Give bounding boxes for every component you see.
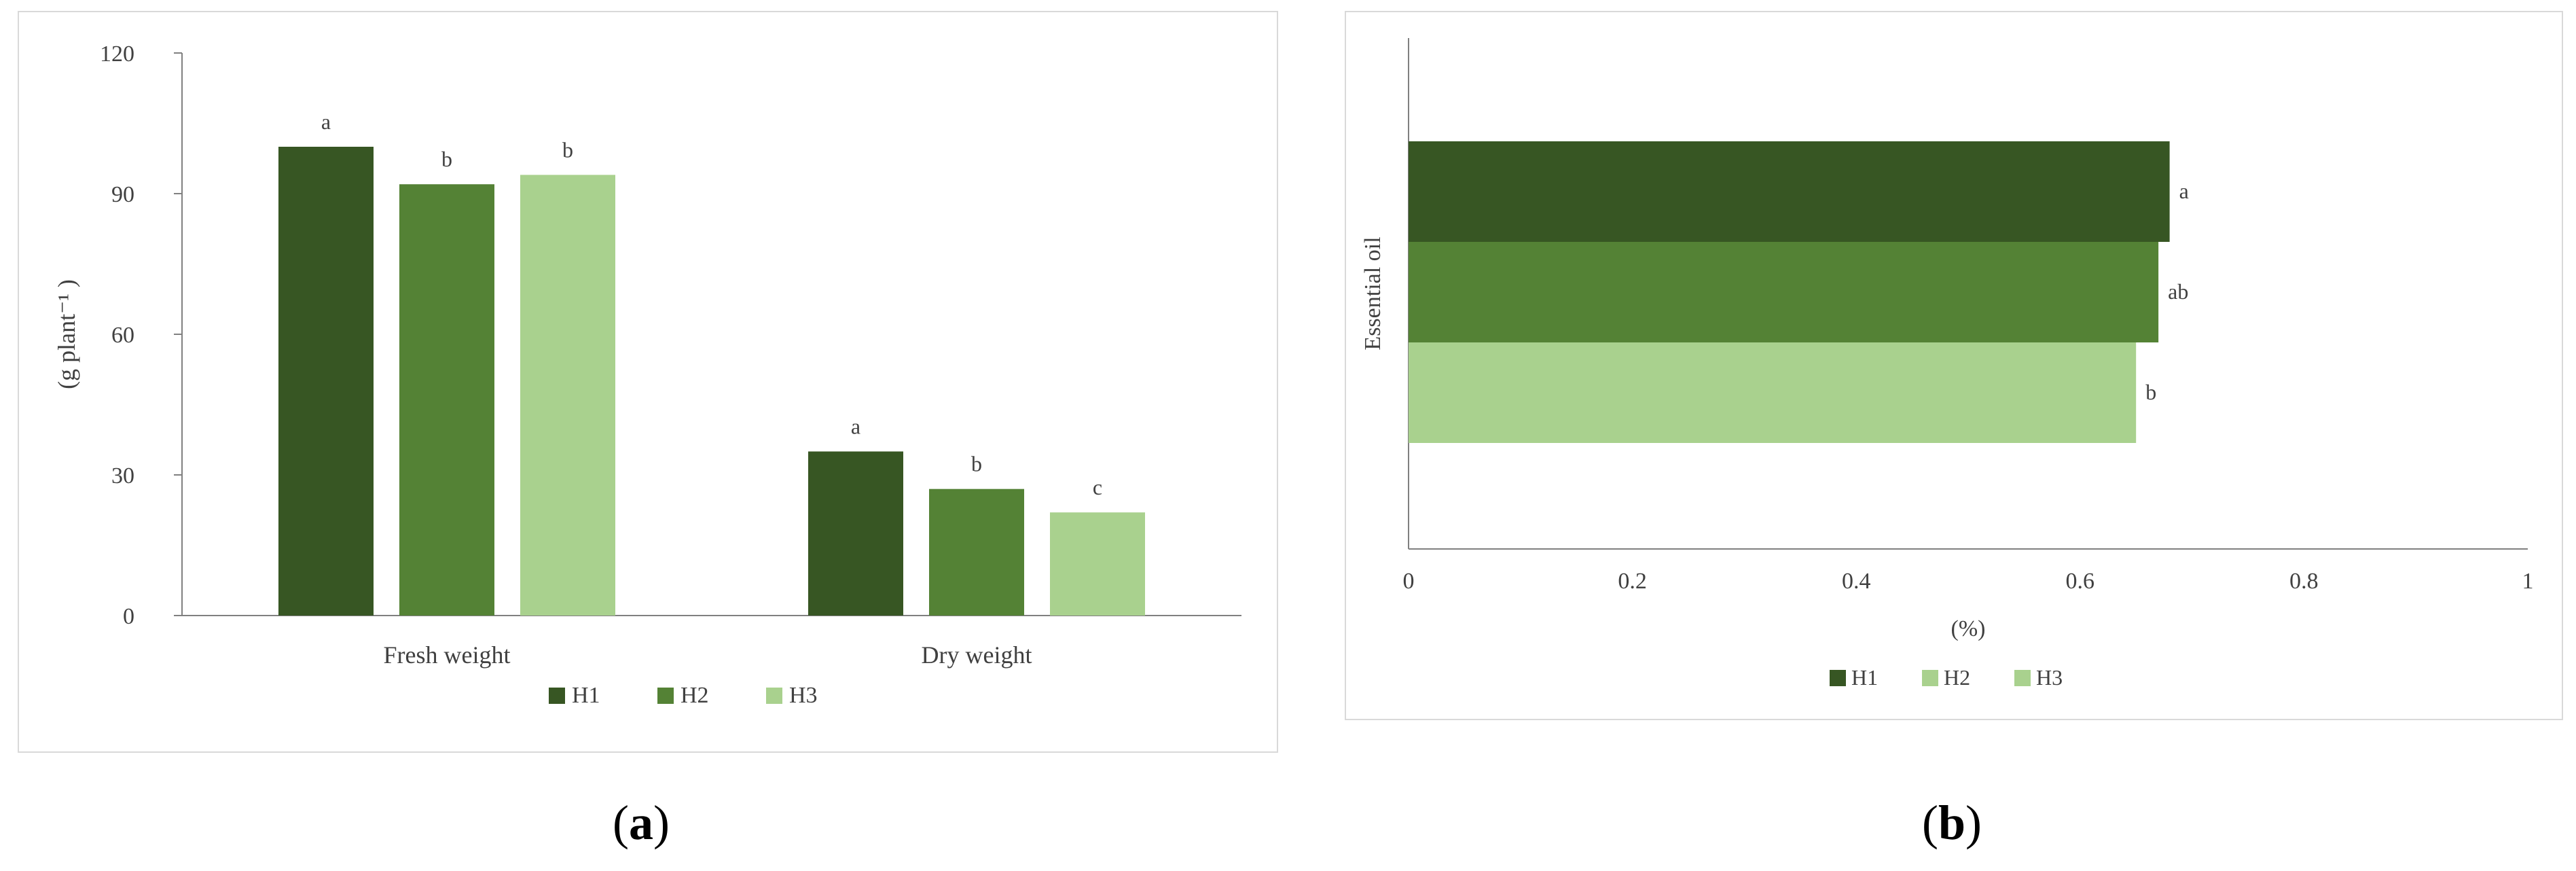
y-tick-label: 90 <box>111 182 134 207</box>
legend-label-h2: H2 <box>681 683 709 708</box>
legend-label-h3: H3 <box>789 683 818 708</box>
legend-swatch-h2 <box>1922 670 1938 686</box>
x-category-label: Fresh weight <box>384 641 511 669</box>
legend-label-h1: H1 <box>572 683 600 708</box>
legend-label-h1: H1 <box>1851 665 1878 690</box>
y-tick-label: 30 <box>111 463 134 488</box>
x-category-label: Dry weight <box>922 641 1032 669</box>
legend-label-h2: H2 <box>1944 665 1970 690</box>
x-axis-title: (%) <box>1951 616 1986 641</box>
caption-b-letter: b <box>1938 796 1966 850</box>
chart-a-plot: 0 30 60 90 120 (g plant⁻¹ ) Fresh weight a b b Dry… <box>53 41 1241 708</box>
x-tick-label: 0.2 <box>1618 569 1647 594</box>
bar-h1 <box>278 147 374 616</box>
legend-swatch-h3 <box>2014 670 2031 686</box>
bar-data-label: a <box>2179 179 2189 203</box>
chart-a-frame: 0 30 60 90 120 (g plant⁻¹ ) Fresh weight a b b Dry… <box>18 11 1278 753</box>
bar-data-label: a <box>321 109 331 134</box>
y-tick-label: 0 <box>123 604 134 629</box>
caption-a-letter: a <box>628 796 653 850</box>
legend-swatch-h1 <box>549 688 565 704</box>
bar-data-label: b <box>2145 380 2156 404</box>
y-tick-label: 60 <box>111 323 134 348</box>
caption-a-open: ( <box>613 796 629 850</box>
x-tick-label: 0.8 <box>2289 569 2319 594</box>
y-category-label: Essential oil <box>1360 236 1385 350</box>
bar-h3 <box>520 175 615 616</box>
caption-b-close: ) <box>1965 796 1982 850</box>
x-tick-label: 0.4 <box>1842 569 1871 594</box>
y-axis-title: (g plant⁻¹ ) <box>53 279 80 389</box>
y-tick-label: 120 <box>100 41 134 67</box>
bar-h1 <box>808 451 903 616</box>
bar-data-label: b <box>971 452 982 476</box>
caption-b: (b) <box>1922 795 1982 851</box>
bar-h3 <box>1050 512 1145 616</box>
legend-swatch-h3 <box>766 688 782 704</box>
x-tick-label: 0 <box>1403 569 1415 594</box>
x-tick-label: 0.6 <box>2066 569 2095 594</box>
caption-a: (a) <box>613 795 670 851</box>
bar-data-label: b <box>441 147 452 171</box>
legend-swatch-h2 <box>657 688 674 704</box>
bar-data-label: b <box>562 137 573 162</box>
chart-b-frame: 0 0.2 0.4 0.6 0.8 1 (%) Essential oil a ab b H1 H2 H3 <box>1345 11 2563 720</box>
bar-h3 <box>1409 342 2137 443</box>
legend-label-h3: H3 <box>2036 665 2063 690</box>
bar-data-label: a <box>851 414 860 439</box>
bar-h2 <box>929 488 1024 616</box>
legend-swatch-h1 <box>1830 670 1846 686</box>
x-tick-label: 1 <box>2522 569 2534 594</box>
bar-h2 <box>399 184 494 616</box>
caption-a-close: ) <box>653 796 670 850</box>
bar-data-label: c <box>1093 475 1102 499</box>
chart-b-plot: 0 0.2 0.4 0.6 0.8 1 (%) Essential oil a ab b H1 H2 H3 <box>1360 38 2534 690</box>
bar-data-label: ab <box>2168 279 2188 304</box>
caption-b-open: ( <box>1922 796 1938 850</box>
bar-h2 <box>1409 242 2159 342</box>
bar-h1 <box>1409 141 2170 242</box>
